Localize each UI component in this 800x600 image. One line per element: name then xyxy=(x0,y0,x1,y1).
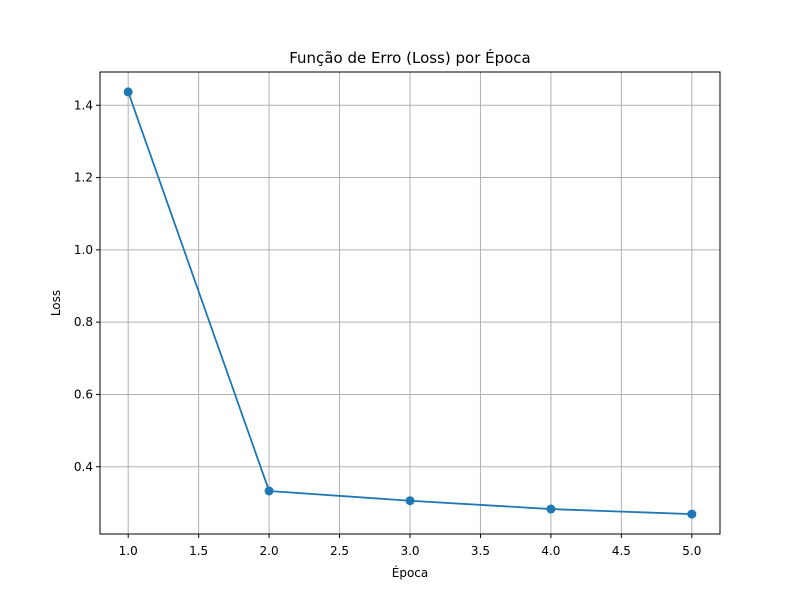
loss-data-point xyxy=(546,504,556,514)
loss-data-point xyxy=(687,509,697,519)
y-tick-label: 1.2 xyxy=(74,171,93,185)
x-tick-label: 4.5 xyxy=(612,544,631,558)
grid-lines xyxy=(100,72,720,534)
x-tick-label: 5.0 xyxy=(682,544,701,558)
loss-data-point xyxy=(264,486,274,496)
y-tick-label: 0.4 xyxy=(74,460,93,474)
x-tick-label: 2.0 xyxy=(260,544,279,558)
x-tick-label: 4.0 xyxy=(541,544,560,558)
x-tick-label: 1.0 xyxy=(119,544,138,558)
data-series xyxy=(123,87,697,519)
x-tick-label: 1.5 xyxy=(189,544,208,558)
loss-data-point xyxy=(405,496,415,506)
x-tick-label: 2.5 xyxy=(330,544,349,558)
x-tick-label: 3.0 xyxy=(400,544,419,558)
y-tick-label: 1.0 xyxy=(74,243,93,257)
loss-data-point xyxy=(123,87,133,97)
y-tick-label: 1.4 xyxy=(74,98,93,112)
plot-area-frame xyxy=(99,71,721,535)
axis-ticks: 1.0 1.5 2.0 2.5 3.0 3.5 4.0 4.5 5.0 0.4 0.6 0.8 1.0 1… xyxy=(74,98,701,558)
chart-title: Função de Erro (Loss) por Época xyxy=(289,48,531,67)
x-tick-label: 3.5 xyxy=(471,544,490,558)
y-axis-label: Loss xyxy=(49,290,63,316)
y-tick-label: 0.6 xyxy=(74,387,93,401)
x-axis-label: Época xyxy=(392,565,429,580)
y-tick-label: 0.8 xyxy=(74,315,93,329)
